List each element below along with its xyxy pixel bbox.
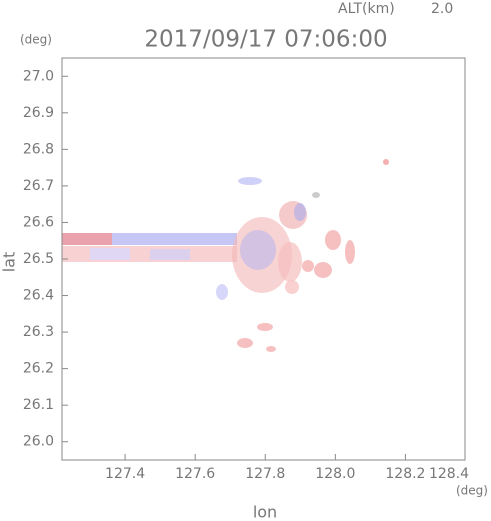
y-tick-label: 26.6: [23, 214, 54, 230]
y-tick-label: 26.8: [23, 141, 54, 157]
y-axis-title: lat: [0, 252, 19, 273]
x-tick-label: 127.8: [245, 466, 285, 482]
echo-field: [62, 159, 389, 352]
y-tick-label: 27.0: [23, 68, 54, 84]
x-tick-label: 127.4: [105, 466, 145, 482]
x-tick-label: 127.6: [175, 466, 215, 482]
x-tick-label: 128.2: [385, 466, 425, 482]
altitude-label: ALT(km): [338, 1, 395, 17]
y-tick-label: 26.9: [23, 105, 54, 121]
y-tick-label: 26.7: [23, 178, 54, 194]
y-tick-label: 26.2: [23, 361, 54, 377]
x-unit: (deg): [456, 484, 488, 498]
y-unit: (deg): [20, 33, 52, 47]
x-axis-title: lon: [253, 503, 277, 521]
x-tick-label: 128.4: [429, 466, 469, 482]
altitude-value: 2.0: [431, 1, 453, 17]
y-tick-label: 26.4: [23, 288, 54, 304]
y-tick-label: 26.0: [23, 434, 54, 450]
x-tick-label: 128.0: [315, 466, 355, 482]
chart-title: 2017/09/17 07:06:00: [144, 27, 387, 53]
y-tick-label: 26.5: [23, 251, 54, 267]
y-tick-label: 26.3: [23, 324, 54, 340]
y-tick-label: 26.1: [23, 397, 54, 413]
